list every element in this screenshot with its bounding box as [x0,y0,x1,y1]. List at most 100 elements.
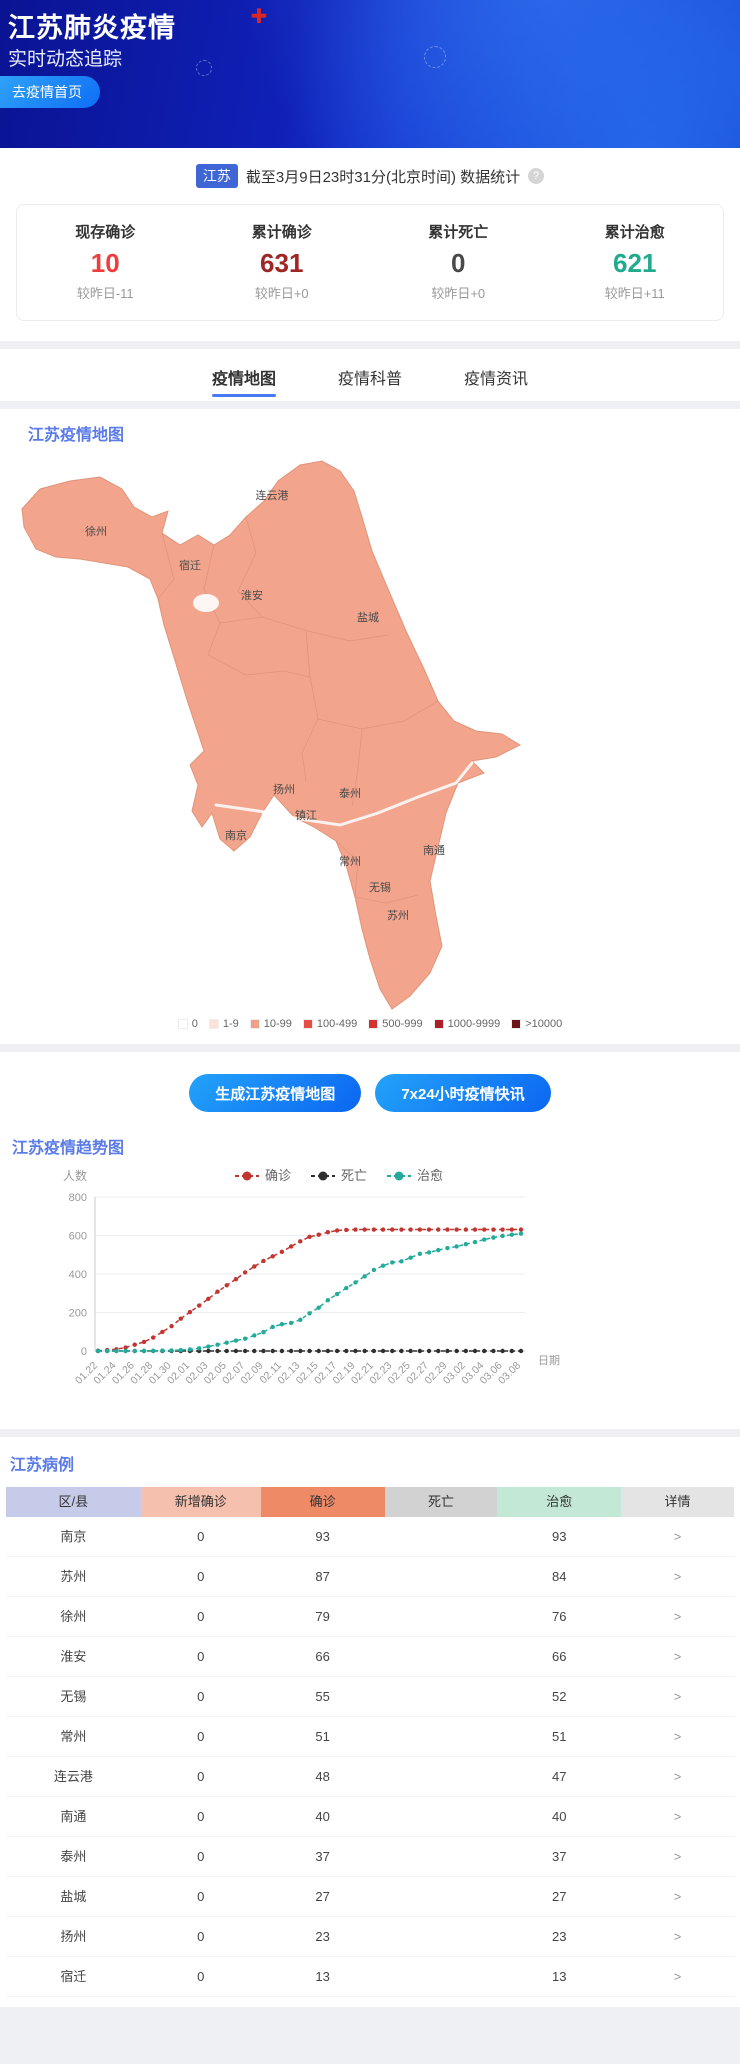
legend-label: 0 [191,1018,198,1030]
district-cell: 无锡 [60,1689,87,1704]
detail-cell[interactable]: > [621,1837,734,1876]
table-row[interactable]: 苏州 0 87 84 > [6,1557,734,1597]
detail-cell[interactable]: > [621,1877,734,1916]
table-row[interactable]: 淮安 0 66 66 > [6,1637,734,1677]
stats-grid: 现存确诊 10 较昨日-11 累计确诊 631 较昨日+0 累计死亡 0 较昨日+0 累计治愈 62… [16,204,724,321]
detail-chevron-icon[interactable]: > [673,1809,682,1824]
tab-疫情科普[interactable]: 疫情科普 [337,371,402,388]
map-legend: 0 1-9 10-99 100-499 500-999 1000-9999 >10000 [0,1018,740,1030]
stat-item: 累计死亡 0 较昨日+0 [370,221,547,302]
legend-label: >10000 [525,1018,563,1030]
legend-label: 100-499 [316,1018,358,1030]
value-cell: 13 [552,1969,567,1984]
value-cell: 0 [197,1969,205,1984]
detail-chevron-icon[interactable]: > [673,1849,682,1864]
table-row[interactable]: 宿迁 0 13 13 > [6,1957,734,1997]
detail-chevron-icon[interactable]: > [673,1769,682,1784]
table-row[interactable]: 连云港 0 48 47 > [6,1757,734,1797]
table-row[interactable]: 南通 0 40 40 > [6,1797,734,1837]
city-label-扬州: 扬州 [273,784,295,796]
district-cell: 苏州 [60,1569,87,1584]
district-cell: 扬州 [60,1929,87,1944]
stat-delta: 较昨日+11 [604,286,665,301]
value-cell: 48 [315,1769,330,1784]
value-cell: 51 [315,1729,330,1744]
city-label-南京: 南京 [225,830,247,842]
value-cell: 0 [197,1889,205,1904]
tab-疫情地图[interactable]: 疫情地图 [212,365,276,401]
detail-cell[interactable]: > [621,1517,734,1556]
detail-chevron-icon[interactable]: > [673,1889,682,1904]
value-cell: 37 [552,1849,567,1864]
stat-value: 0 [451,248,466,278]
detail-cell[interactable]: > [621,1637,734,1676]
value-cell: 52 [552,1689,567,1704]
tab-疫情资讯[interactable]: 疫情资讯 [464,371,529,388]
detail-chevron-icon[interactable]: > [673,1729,682,1744]
city-label-无锡: 无锡 [369,882,391,894]
medical-cross-icon: ✚ [250,6,268,28]
detail-cell[interactable]: > [621,1797,734,1836]
detail-cell[interactable]: > [621,1957,734,1996]
statistics-section: 江苏 截至3月9日23时31分(北京时间) 数据统计 ? 现存确诊 10 较昨日-1… [0,148,740,341]
value-cell: 76 [552,1609,567,1624]
table-row[interactable]: 无锡 0 55 52 > [6,1677,734,1717]
detail-chevron-icon[interactable]: > [673,1569,682,1584]
city-label-南通: 南通 [423,845,445,857]
stat-delta: 较昨日-11 [76,286,134,301]
table-row[interactable]: 盐城 0 27 27 > [6,1877,734,1917]
value-cell: 40 [315,1809,330,1824]
detail-chevron-icon[interactable]: > [673,1689,682,1704]
table-row[interactable]: 南京 0 93 93 > [6,1517,734,1557]
detail-chevron-icon[interactable]: > [673,1649,682,1664]
detail-chevron-icon[interactable]: > [673,1969,682,1984]
table-row[interactable]: 常州 0 51 51 > [6,1717,734,1757]
help-icon[interactable]: ? [528,168,545,184]
city-label-泰州: 泰州 [339,788,361,800]
district-cell: 常州 [60,1729,87,1744]
update-time-text: 截至3月9日23时31分(北京时间) 数据统计 [245,168,521,186]
detail-cell[interactable]: > [621,1557,734,1596]
map-canvas[interactable] [10,451,530,1016]
value-cell [385,1797,498,1836]
map-legend-item: >10000 [511,1018,562,1030]
map-section: 江苏疫情地图 连云港 徐州 宿迁 淮安 盐城 扬州 泰州 镇江 南京 南通 常州 无锡 苏州 0 1-9 1… [0,409,740,1044]
table-header-row: 区/县 新增确诊 确诊 死亡 治愈 详情 [6,1487,734,1517]
district-cell: 宿迁 [60,1969,87,1984]
svg-text:人数: 人数 [63,1168,87,1183]
value-cell: 0 [197,1929,205,1944]
value-cell [385,1637,498,1676]
map-legend-item: 0 [177,1018,198,1030]
detail-cell[interactable]: > [621,1717,734,1756]
page-title: 江苏肺炎疫情 [8,13,176,43]
detail-cell[interactable]: > [621,1757,734,1796]
value-cell: 0 [197,1729,205,1744]
detail-chevron-icon[interactable]: > [673,1529,682,1544]
map-legend-item: 100-499 [302,1018,358,1030]
table-row[interactable]: 泰州 0 37 37 > [6,1837,734,1877]
legend-label: 1000-9999 [447,1018,501,1030]
svg-text:治愈: 治愈 [417,1168,443,1183]
value-cell [385,1757,498,1796]
detail-cell[interactable]: > [621,1917,734,1956]
table-row[interactable]: 扬州 0 23 23 > [6,1917,734,1957]
value-cell: 0 [197,1809,205,1824]
action-button[interactable]: 7x24小时疫情快讯 [375,1074,551,1112]
detail-cell[interactable]: > [621,1677,734,1716]
legend-swatch [177,1019,188,1029]
table-header-cell: 新增确诊 [140,1487,261,1517]
detail-chevron-icon[interactable]: > [673,1929,682,1944]
action-button[interactable]: 生成江苏疫情地图 [189,1074,362,1112]
detail-chevron-icon[interactable]: > [673,1609,682,1624]
value-cell: 27 [552,1889,567,1904]
district-cell: 连云港 [53,1769,93,1784]
table-row[interactable]: 徐州 0 79 76 > [6,1597,734,1637]
table-header-cell: 死亡 [384,1487,498,1517]
stat-label: 现存确诊 [75,224,136,241]
detail-cell[interactable]: > [621,1597,734,1636]
value-cell: 0 [197,1529,205,1544]
city-label-连云港: 连云港 [255,490,289,502]
trend-section-title: 江苏疫情趋势图 [12,1140,125,1157]
jiangsu-map[interactable]: 连云港 徐州 宿迁 淮安 盐城 扬州 泰州 镇江 南京 南通 常州 无锡 苏州 [10,451,530,1016]
epidemic-home-button[interactable]: 去疫情首页 [0,76,100,108]
